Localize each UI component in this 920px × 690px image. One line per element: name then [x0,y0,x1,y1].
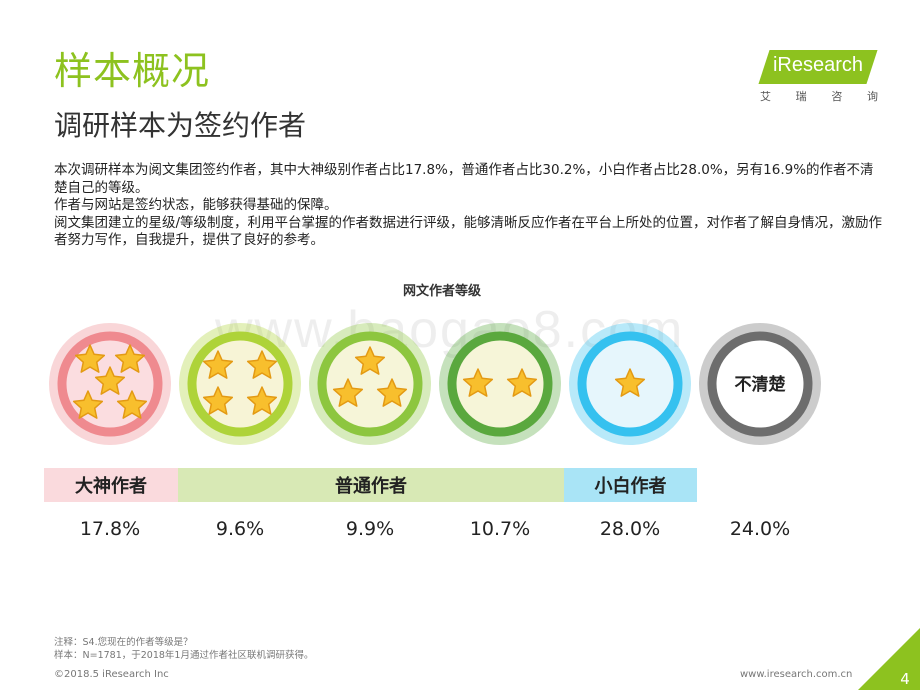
star-icon [94,366,126,395]
level-circle [569,323,691,445]
percent-label: 9.6% [215,518,265,540]
paragraph: 本次调研样本为阅文集团签约作者，其中大神级别作者占比17.8%，普通作者占比30… [54,162,874,196]
star-icon [116,390,148,419]
star-icon [332,378,364,407]
page-title: 样本概况 [54,49,211,93]
iresearch-logo: iResearch 艾 瑞 咨 询 [758,50,880,106]
page-number: 4 [900,670,910,688]
percent-label: 9.9% [345,518,395,540]
page-subtitle: 调研样本为签约作者 [54,109,307,142]
circle-ring [447,331,553,437]
level-circle [179,323,301,445]
level-circle: 不清楚 [699,323,821,445]
level-circle [49,323,171,445]
star-icon [74,344,106,373]
logo-char: 瑞 [795,90,807,103]
star-icon [202,386,234,415]
level-circle [439,323,561,445]
group-band-putong: 普通作者 [178,468,564,502]
footnote: 注释：S4.您现在的作者等级是？ [54,637,193,648]
percent-label: 17.8% [79,518,141,540]
star-icon [72,390,104,419]
circle-ring [317,331,423,437]
logo-chinese-name: 艾 瑞 咨 询 [760,88,878,104]
corner-triangle [858,628,920,690]
star-icon [202,350,234,379]
star-icon [114,344,146,373]
logo-char: 艾 [760,90,771,103]
star-icon [462,368,494,397]
paragraph: 阅文集团建立的星级/等级制度，利用平台掌握的作者数据进行评级，能够清晰反应作者在… [54,214,883,249]
sample-note: 样本：N=1781，于2018年1月通过作者社区联机调研获得。 [54,650,314,661]
circle-ring [187,331,293,437]
star-icon [354,346,386,375]
logo-char: 询 [866,90,878,103]
star-icon [246,386,278,415]
level-circle [309,323,431,445]
description-text: 本次调研样本为阅文集团签约作者，其中大神级别作者占比17.8%，普通作者占比30… [54,162,884,250]
star-icon [614,368,646,397]
circle-ring [707,331,813,437]
logo-char: 咨 [831,90,843,103]
website-link[interactable]: www.iresearch.com.cn [740,669,853,680]
chart-title: 网文作者等级 [402,284,481,299]
logo-wordmark: iResearch [772,54,864,76]
circle-label: 不清楚 [735,374,787,395]
star-icon [246,350,278,379]
page-number-corner: 4 [858,628,920,690]
group-band-xiaobai: 小白作者 [564,468,697,502]
paragraph: 作者与网站是签约状态，能够获得基础的保障。 [54,197,338,213]
copyright: ©2018.5 iResearch Inc [54,669,169,680]
star-icon [506,368,538,397]
group-band-dashen: 大神作者 [44,468,178,502]
star-icon [376,378,408,407]
percent-label: 24.0% [729,518,791,540]
percent-label: 28.0% [599,518,661,540]
percent-label: 10.7% [469,518,531,540]
